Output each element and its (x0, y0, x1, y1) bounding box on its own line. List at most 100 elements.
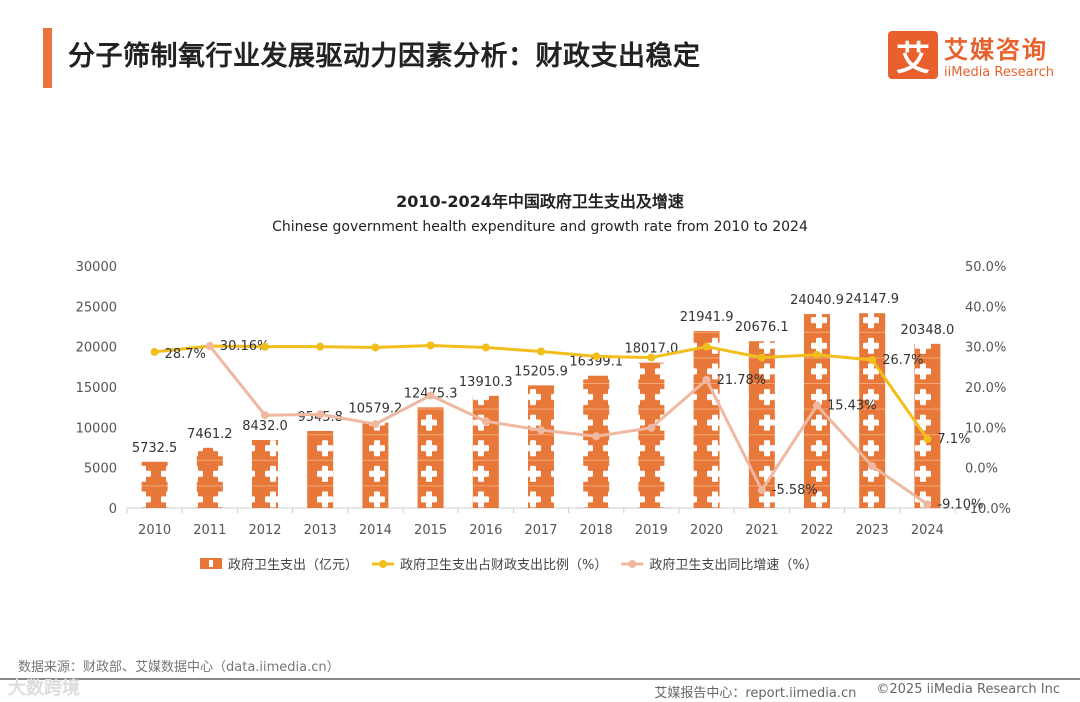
bar-data-label: 7461.2 (187, 427, 233, 442)
legend-label: 政府卫生支出占财政支出比例（%） (400, 558, 607, 573)
line-point (371, 343, 380, 352)
line-point (371, 420, 380, 429)
x-tick-label: 2018 (580, 523, 613, 538)
x-tick-label: 2021 (745, 523, 778, 538)
bar-data-label: 20676.1 (735, 320, 789, 335)
bar (417, 407, 444, 508)
legend-label: 政府卫生支出同比增速（%） (649, 558, 817, 573)
y-left-tick-label: 25000 (76, 300, 117, 315)
line-point (592, 432, 601, 441)
bar-data-label: 21941.9 (680, 310, 734, 325)
line-point (316, 342, 325, 351)
copyright: ©2025 iiMedia Research Inc (876, 682, 1060, 697)
line-point (702, 342, 711, 351)
line-data-label: 30.16% (220, 339, 270, 354)
line-point (205, 342, 214, 351)
x-tick-label: 2013 (304, 523, 337, 538)
x-tick-label: 2023 (856, 523, 889, 538)
y-left-tick-label: 15000 (76, 381, 117, 396)
line-point (757, 486, 766, 495)
bar-data-label: 20348.0 (901, 323, 955, 338)
x-tick-label: 2011 (193, 523, 226, 538)
series-line (208, 345, 929, 506)
watermark: 大数跨境 (8, 678, 80, 699)
bar-data-label: 16399.1 (569, 355, 623, 370)
bar (472, 395, 499, 508)
line-point (261, 342, 269, 351)
bar (583, 375, 610, 508)
bar (141, 461, 168, 508)
bar (307, 430, 334, 508)
page-title: 分子筛制氧行业发展驱动力因素分析：财政支出稳定 (68, 41, 701, 72)
legend-cross-icon (209, 560, 213, 567)
chart-title: 2010-2024年中国政府卫生支出及增速 (396, 192, 684, 211)
logo-en: iiMedia Research (944, 65, 1055, 80)
footer-divider (0, 678, 1080, 680)
legend-point-icon (628, 560, 637, 568)
line-point (261, 411, 269, 420)
y-left-tick-label: 10000 (76, 421, 117, 436)
bar-data-label: 24040.9 (790, 293, 844, 308)
line-point (647, 423, 656, 432)
line-point (813, 401, 821, 410)
y-right-tick-label: 0.0% (965, 462, 998, 477)
line-point (813, 350, 821, 359)
line-data-label: -5.58% (772, 483, 818, 498)
bar-data-label: 13910.3 (459, 375, 513, 390)
x-tick-label: 2010 (138, 523, 171, 538)
y-right-tick-label: 50.0% (965, 260, 1006, 275)
bar-data-label: 24147.9 (845, 292, 899, 307)
bar (528, 385, 554, 508)
y-left-tick-label: 5000 (84, 462, 117, 477)
title-accent-bar (43, 28, 52, 88)
brand-logo: 艾 艾媒咨询 iiMedia Research (888, 30, 1054, 80)
line-point (868, 462, 877, 471)
line-point (757, 353, 766, 362)
line-data-label: 15.43% (827, 398, 877, 413)
report-link[interactable]: 艾媒报告中心：report.iimedia.cn (654, 686, 857, 701)
line-point (426, 391, 435, 400)
x-tick-label: 2014 (359, 523, 392, 538)
bar (362, 422, 389, 508)
x-tick-label: 2017 (524, 523, 557, 538)
bar (693, 331, 720, 508)
x-tick-label: 2016 (469, 523, 502, 538)
line-data-label: 26.7% (882, 353, 923, 368)
line-point (426, 341, 435, 350)
logo-cn: 艾媒咨询 (944, 36, 1048, 64)
line-point (702, 375, 711, 384)
y-right-tick-label: -10.0% (965, 502, 1011, 517)
y-right-tick-label: 40.0% (965, 300, 1006, 315)
bar-data-label: 5732.5 (132, 441, 178, 456)
line-point (647, 353, 656, 362)
x-tick-label: 2015 (414, 523, 447, 538)
bar (196, 447, 223, 508)
y-right-tick-label: 10.0% (965, 421, 1006, 436)
line-data-label: 28.7% (165, 347, 206, 362)
bar-data-label: 15205.9 (514, 364, 568, 379)
line-data-label: 7.1% (937, 432, 970, 447)
bar (748, 341, 775, 508)
bar-data-label: 10579.2 (349, 402, 403, 417)
bar (859, 313, 886, 508)
x-tick-label: 2020 (690, 523, 723, 538)
bar (638, 362, 665, 508)
x-tick-label: 2012 (248, 523, 281, 538)
chart-subtitle: Chinese government health expenditure an… (272, 219, 808, 235)
line-point (923, 435, 932, 444)
data-source: 数据来源：财政部、艾媒数据中心（data.iimedia.cn） (18, 660, 340, 675)
bar (804, 314, 830, 508)
line-data-label: -9.10% (937, 497, 983, 512)
line-point (923, 500, 932, 509)
line-point (150, 347, 159, 356)
footer: 艾媒报告中心：report.iimedia.cn ©2025 iiMedia R… (654, 682, 1060, 701)
y-left-tick-label: 20000 (76, 341, 117, 356)
line-point (481, 417, 490, 426)
line-point (868, 355, 877, 364)
line-data-label: 21.78% (717, 373, 767, 388)
line-point (481, 343, 490, 352)
line-point (592, 352, 601, 361)
y-right-tick-label: 20.0% (965, 381, 1006, 396)
logo-mark: 艾 (888, 31, 938, 79)
